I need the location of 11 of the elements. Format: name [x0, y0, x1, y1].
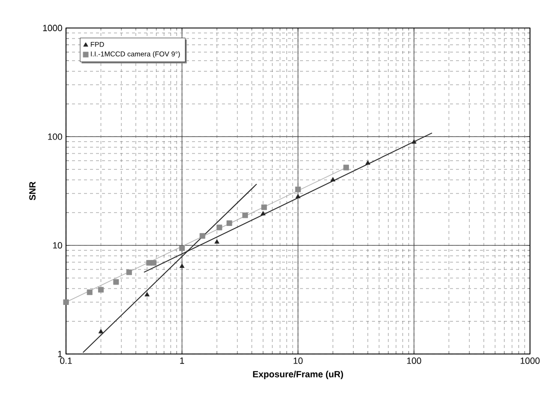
y-tick-label: 1000 [43, 24, 62, 32]
y-tick-label: 10 [53, 242, 62, 249]
x-tick-label: 0.1 [60, 358, 72, 364]
y-tick-label: 100 [48, 133, 62, 140]
x-tick-label: 1 [180, 358, 184, 364]
x-tick-label: 10 [294, 358, 303, 364]
y-axis-title: SNR [29, 182, 36, 200]
x-tick-label: 100 [407, 358, 422, 364]
x-tick-label: 1000 [520, 358, 540, 364]
x-axis-title: Exposure/Frame (uR) [253, 370, 344, 380]
y-tick-label: 1 [58, 350, 62, 358]
